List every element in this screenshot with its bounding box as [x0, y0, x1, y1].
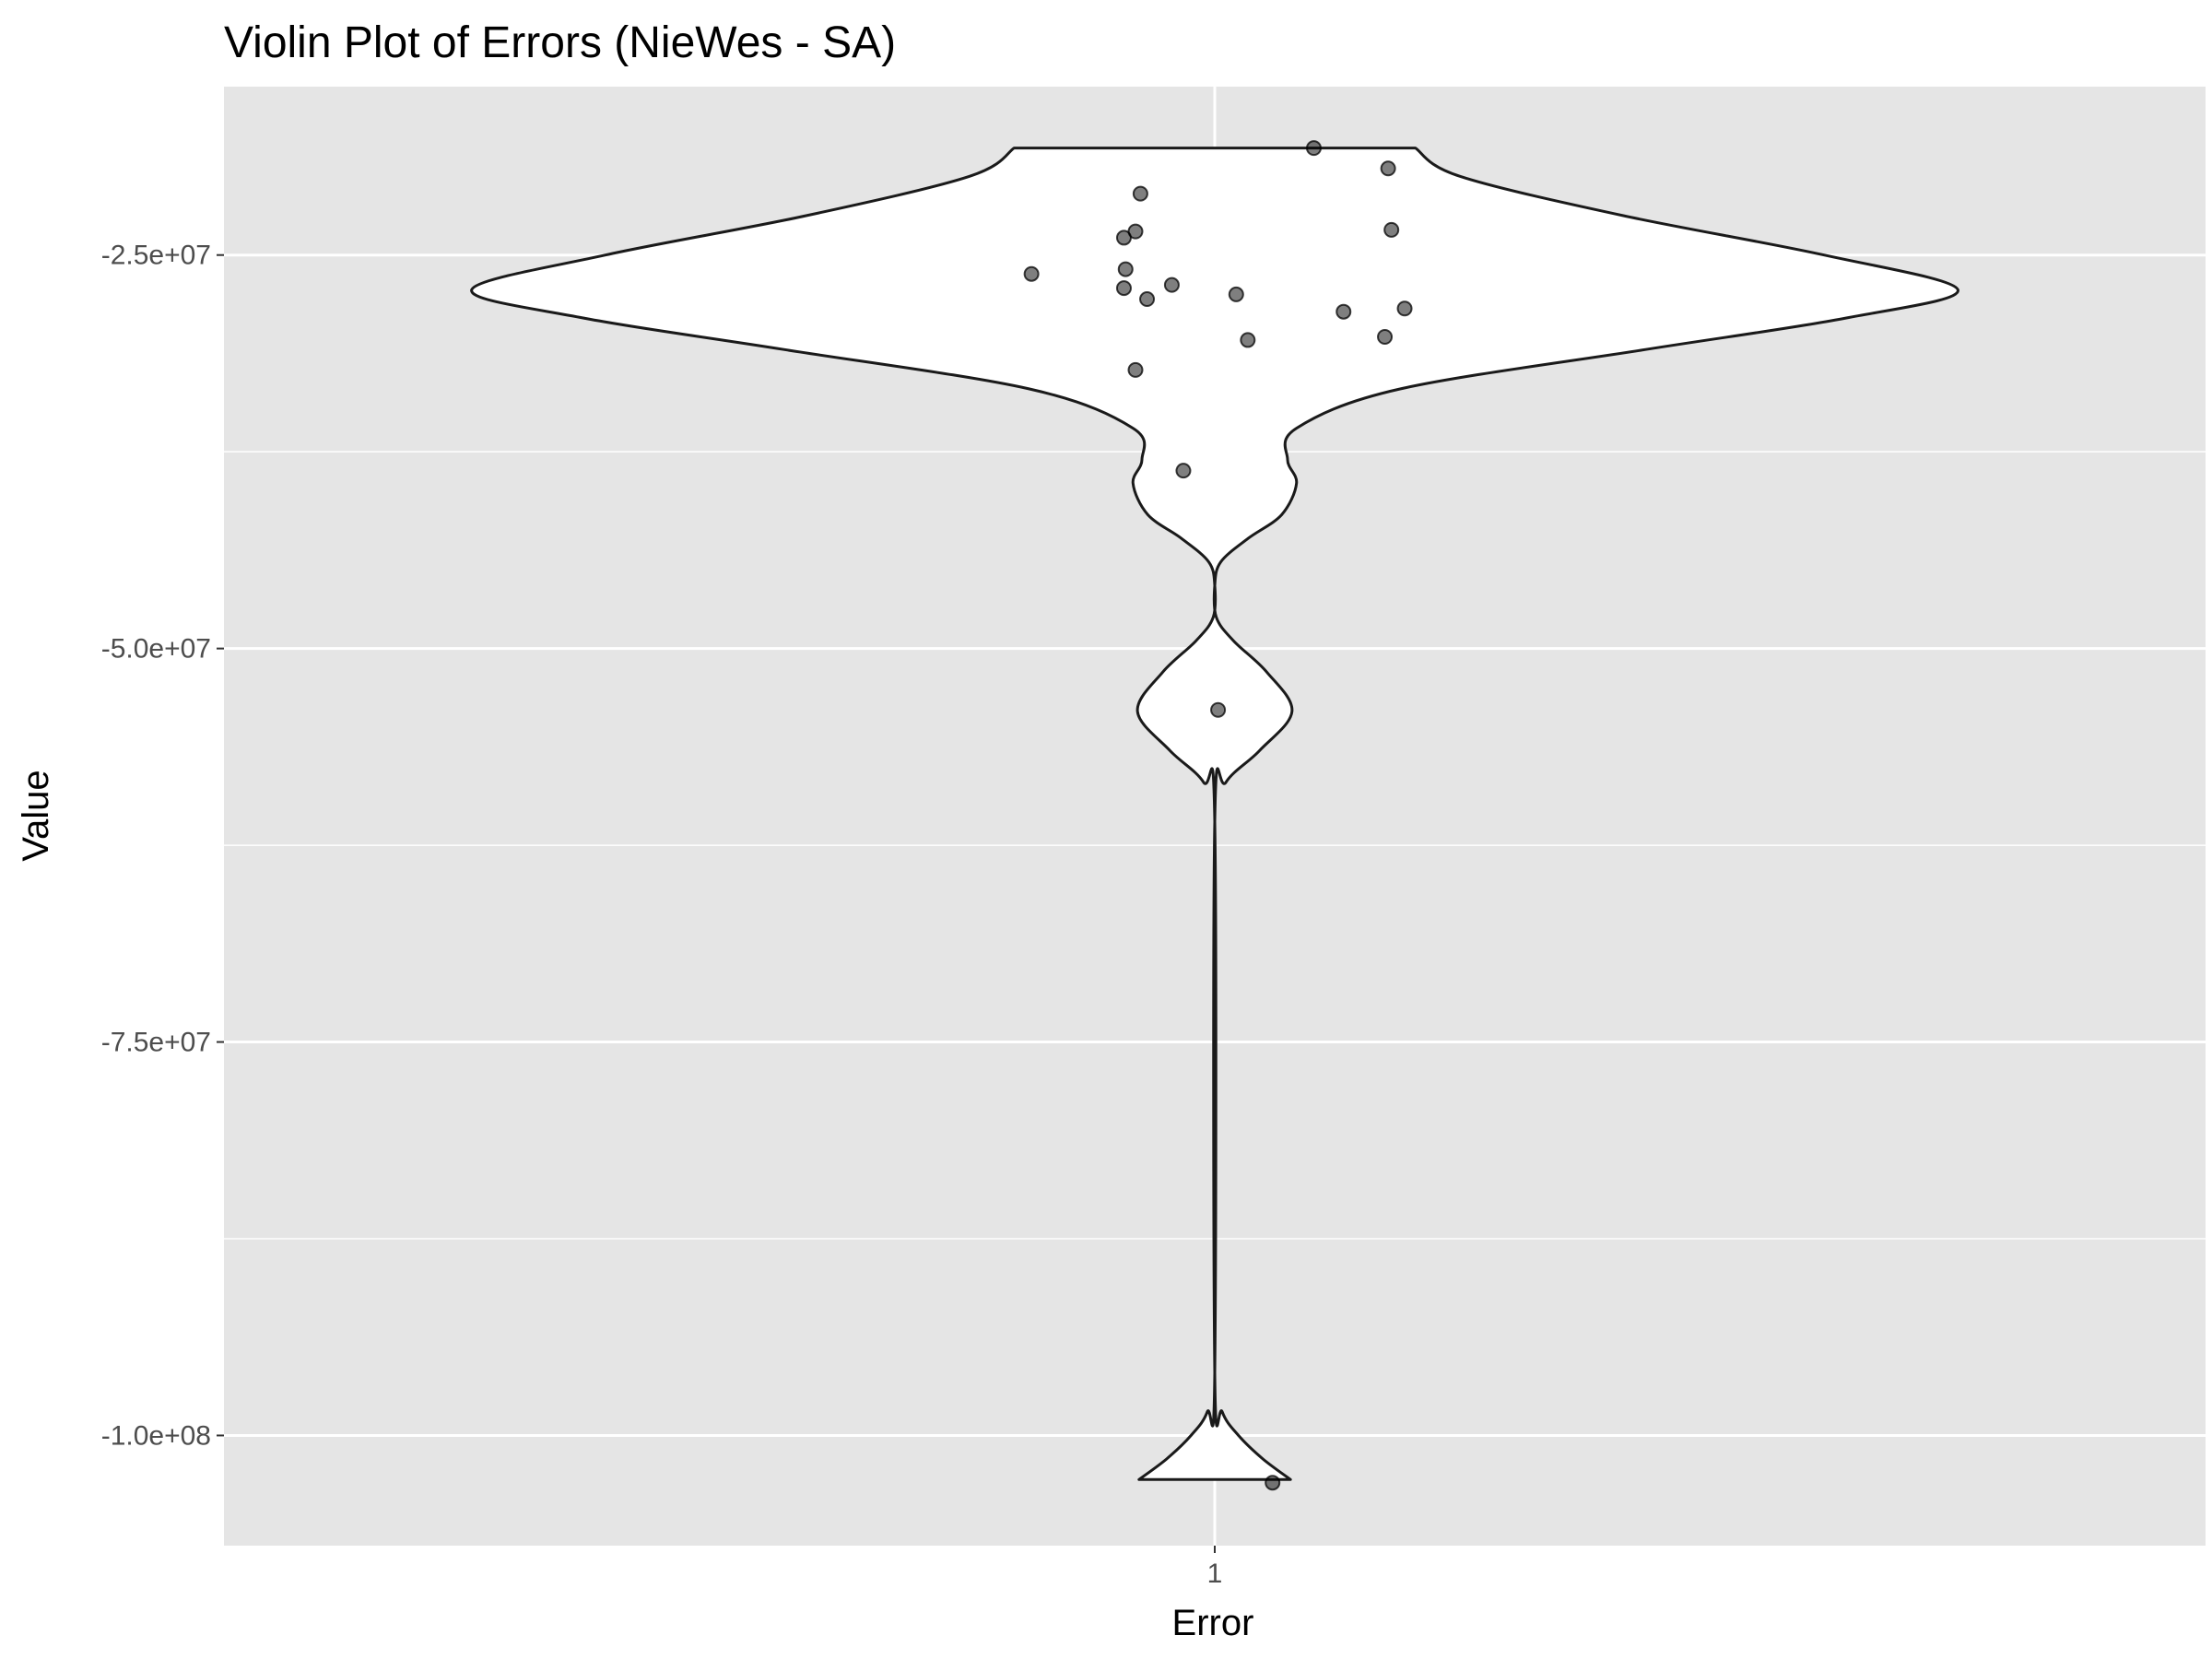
data-point	[1241, 333, 1254, 347]
y-tick-label: -1.0e+08	[101, 1420, 211, 1451]
data-point	[1140, 292, 1154, 306]
x-tick-label: 1	[1207, 1559, 1223, 1589]
data-point	[1134, 187, 1147, 201]
chart-title: Violin Plot of Errors (NieWes - SA)	[224, 18, 896, 67]
data-point	[1378, 330, 1392, 344]
y-tick-label: -7.5e+07	[101, 1028, 211, 1058]
data-point	[1117, 281, 1131, 295]
y-tick-label: -2.5e+07	[101, 241, 211, 271]
x-axis: 1	[1207, 1546, 1223, 1589]
y-tick-label: -5.0e+07	[101, 634, 211, 665]
data-point	[1211, 703, 1225, 717]
y-axis: -2.5e+07 -5.0e+07 -7.5e+07 -1.0e+08	[101, 241, 224, 1452]
data-point	[1119, 263, 1133, 276]
data-point	[1165, 278, 1179, 292]
data-point	[1230, 288, 1243, 301]
data-point	[1265, 1476, 1279, 1489]
data-point	[1129, 363, 1143, 377]
data-point	[1336, 305, 1350, 319]
y-axis-title: Value	[16, 770, 56, 861]
data-point	[1025, 267, 1039, 281]
data-point	[1382, 161, 1395, 175]
data-point	[1307, 141, 1321, 155]
data-point	[1176, 464, 1190, 477]
data-point	[1384, 223, 1398, 237]
data-point	[1117, 230, 1131, 244]
x-axis-title: Error	[1172, 1603, 1254, 1643]
data-point	[1398, 301, 1412, 315]
